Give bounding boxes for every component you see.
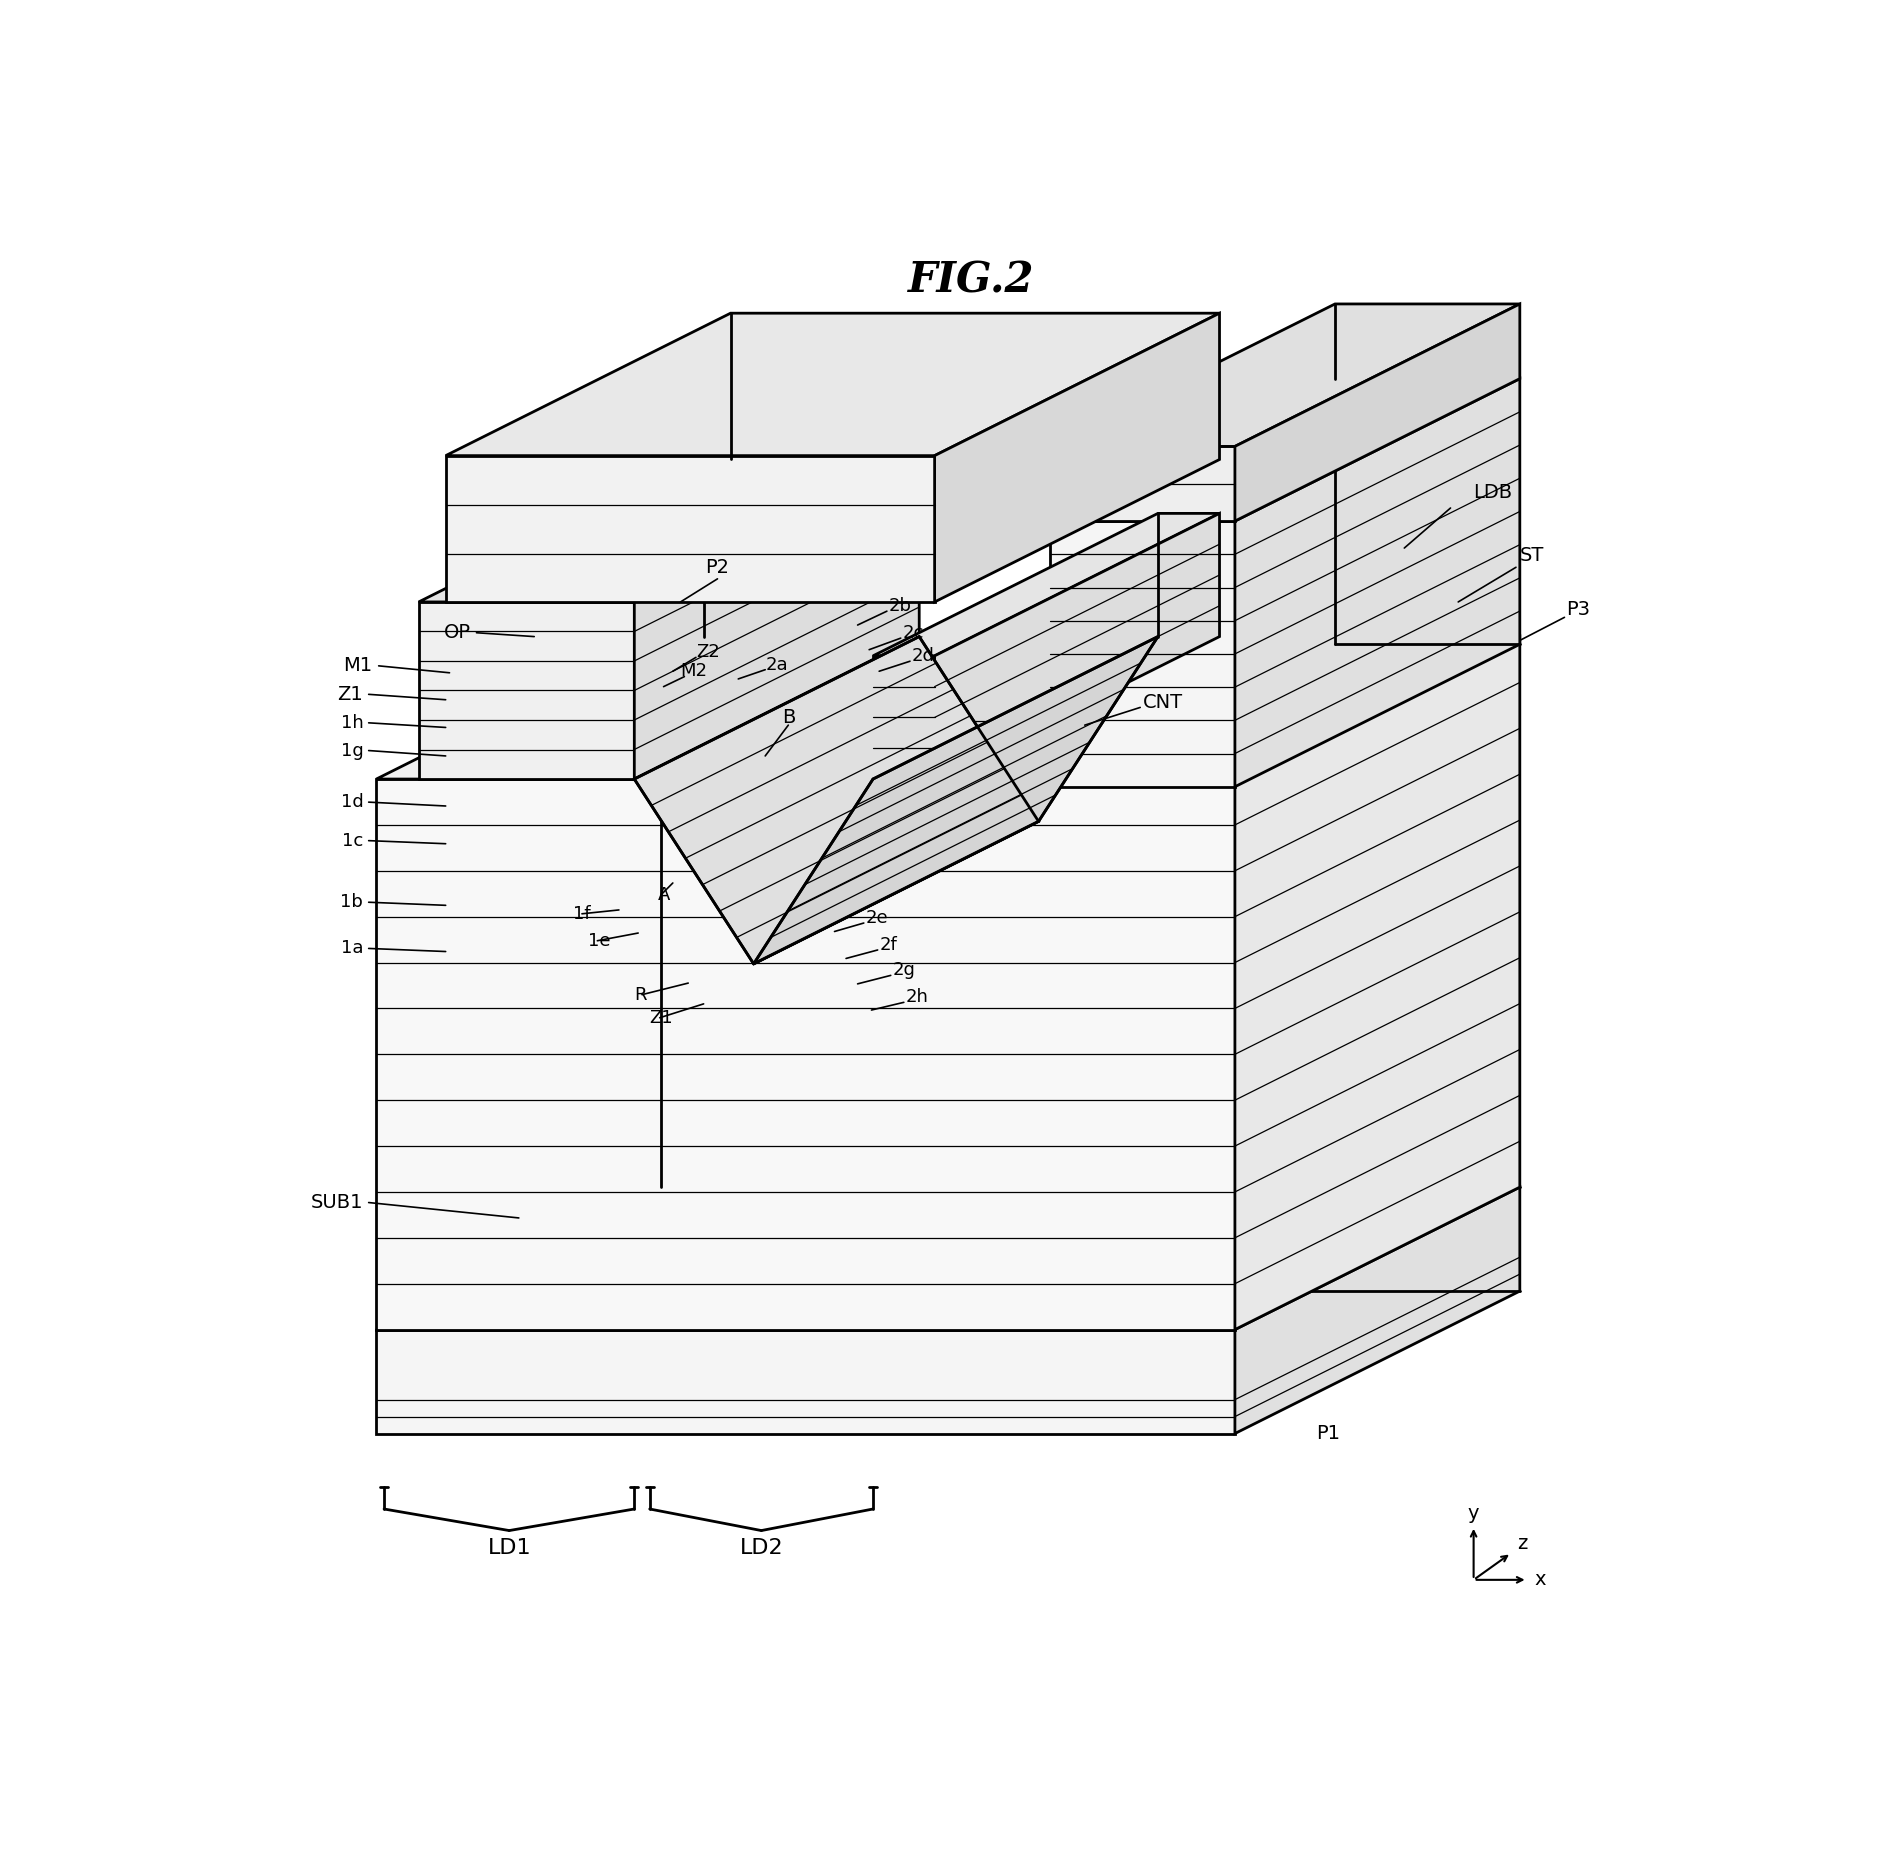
Text: LD2: LD2 [739,1537,783,1558]
Text: A: A [658,885,669,904]
Text: 2f: 2f [879,936,896,953]
Polygon shape [1236,303,1520,520]
Text: 1b: 1b [341,893,364,912]
Text: 2e: 2e [866,908,889,927]
Text: 2a: 2a [766,655,788,674]
Polygon shape [377,779,1236,1329]
Polygon shape [445,313,1220,455]
Text: 2d: 2d [911,648,934,665]
Text: 2c: 2c [902,623,923,642]
Polygon shape [419,603,635,779]
Text: 1c: 1c [341,831,364,850]
Text: LD1: LD1 [487,1537,531,1558]
Text: M1: M1 [343,657,373,676]
Text: 2h: 2h [906,988,929,1005]
Text: 1f: 1f [572,904,591,923]
Text: Z1: Z1 [337,685,364,704]
Text: Z2: Z2 [695,642,720,661]
Polygon shape [874,655,934,779]
Polygon shape [1050,446,1236,520]
Text: P1: P1 [1315,1425,1340,1443]
Text: 1d: 1d [341,794,364,811]
Text: 2b: 2b [889,597,911,614]
Text: x: x [1535,1571,1546,1589]
Text: M2: M2 [680,663,707,680]
Polygon shape [377,636,1520,779]
Polygon shape [874,513,1220,655]
Text: P3: P3 [1565,601,1590,620]
Text: y: y [1469,1503,1480,1524]
Text: z: z [1516,1535,1527,1554]
Text: 1h: 1h [341,713,364,732]
Text: R: R [635,987,646,1003]
Polygon shape [1050,303,1520,446]
Polygon shape [1236,636,1520,1329]
Polygon shape [1050,520,1236,786]
Polygon shape [419,459,919,603]
Polygon shape [1050,378,1520,520]
Text: P2: P2 [705,558,730,577]
Text: CNT: CNT [1143,693,1182,711]
Text: 1a: 1a [341,940,364,957]
Polygon shape [965,655,1050,786]
Polygon shape [754,636,1158,964]
Text: Z1: Z1 [650,1009,673,1026]
Polygon shape [1236,378,1520,786]
Polygon shape [377,1329,1236,1434]
Text: ST: ST [1520,547,1544,565]
Polygon shape [377,1187,1520,1329]
Text: OP: OP [443,623,472,642]
Text: SUB1: SUB1 [311,1192,364,1211]
Text: B: B [781,708,796,726]
Text: 1e: 1e [587,932,610,949]
Text: 1g: 1g [341,741,364,760]
Text: FIG.2: FIG.2 [908,258,1035,301]
Polygon shape [635,636,1038,964]
Text: 2g: 2g [893,960,915,979]
Polygon shape [934,513,1220,779]
Polygon shape [445,455,934,603]
Text: LDB: LDB [1474,483,1512,502]
Polygon shape [1236,1187,1520,1434]
Polygon shape [934,313,1220,603]
Polygon shape [635,459,919,779]
